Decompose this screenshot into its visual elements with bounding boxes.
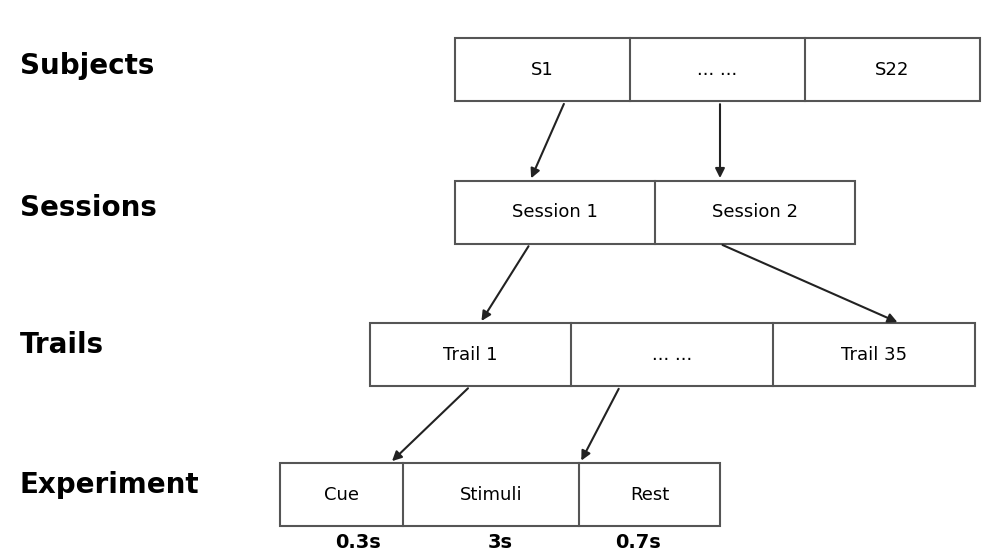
Text: ... ...: ... ... xyxy=(697,61,737,79)
Bar xyxy=(455,181,855,244)
Text: Experiment: Experiment xyxy=(20,471,200,499)
Text: ... ...: ... ... xyxy=(652,346,692,364)
Text: Session 2: Session 2 xyxy=(712,203,798,221)
Text: Trails: Trails xyxy=(20,331,104,359)
Bar xyxy=(370,323,975,386)
Text: Sessions: Sessions xyxy=(20,194,157,222)
Text: Trail 1: Trail 1 xyxy=(443,346,498,364)
Text: 3s: 3s xyxy=(488,533,512,548)
Text: Session 1: Session 1 xyxy=(512,203,598,221)
Text: S1: S1 xyxy=(531,61,554,79)
Text: Rest: Rest xyxy=(630,486,669,504)
Text: Cue: Cue xyxy=(324,486,359,504)
Text: 0.3s: 0.3s xyxy=(335,533,381,548)
Bar xyxy=(280,463,720,526)
Text: S22: S22 xyxy=(875,61,910,79)
Text: Stimuli: Stimuli xyxy=(460,486,523,504)
Bar xyxy=(455,38,980,101)
Text: Trail 35: Trail 35 xyxy=(841,346,907,364)
Text: 0.7s: 0.7s xyxy=(615,533,661,548)
Text: Subjects: Subjects xyxy=(20,52,154,80)
